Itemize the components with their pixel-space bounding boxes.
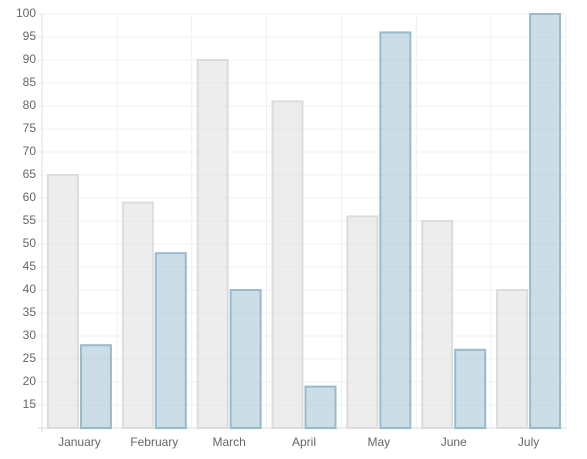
- x-tick-label: January: [58, 435, 101, 449]
- y-tick-label: 80: [23, 98, 37, 112]
- y-tick-label: 20: [23, 374, 37, 388]
- y-tick-label: 75: [23, 121, 37, 135]
- bar: [46, 174, 79, 429]
- y-tick-label: 70: [23, 144, 37, 158]
- y-tick-label: 100: [16, 6, 36, 20]
- bar: [196, 59, 229, 429]
- bar: [496, 289, 529, 429]
- y-tick-label: 25: [23, 351, 37, 365]
- y-tick-label: 65: [23, 167, 37, 181]
- x-tick-label: May: [368, 435, 391, 449]
- y-tick-label: 35: [23, 305, 37, 319]
- bar: [79, 344, 112, 430]
- x-tick-label: June: [441, 435, 467, 449]
- y-tick-label: 60: [23, 190, 37, 204]
- x-tick-label: July: [518, 435, 539, 449]
- x-tick-label: March: [212, 435, 245, 449]
- y-tick-label: 30: [23, 328, 37, 342]
- bar: [529, 13, 562, 429]
- bar: [379, 31, 412, 430]
- y-tick-label: 55: [23, 213, 37, 227]
- y-tick-label: 50: [23, 236, 37, 250]
- bar: [271, 100, 304, 430]
- y-tick-label: 45: [23, 259, 37, 273]
- bar: [229, 289, 262, 429]
- y-tick-label: 85: [23, 75, 37, 89]
- bar: [454, 348, 487, 429]
- bar: [346, 215, 379, 429]
- y-tick-label: 95: [23, 29, 37, 43]
- y-tick-label: 15: [23, 397, 37, 411]
- x-tick-label: February: [130, 435, 178, 449]
- bar: [421, 220, 454, 429]
- bar: [154, 252, 187, 429]
- y-tick-label: 40: [23, 282, 37, 296]
- y-tick-label: 90: [23, 52, 37, 66]
- bar: [304, 385, 337, 430]
- x-tick-label: April: [292, 435, 316, 449]
- bar: [121, 201, 154, 429]
